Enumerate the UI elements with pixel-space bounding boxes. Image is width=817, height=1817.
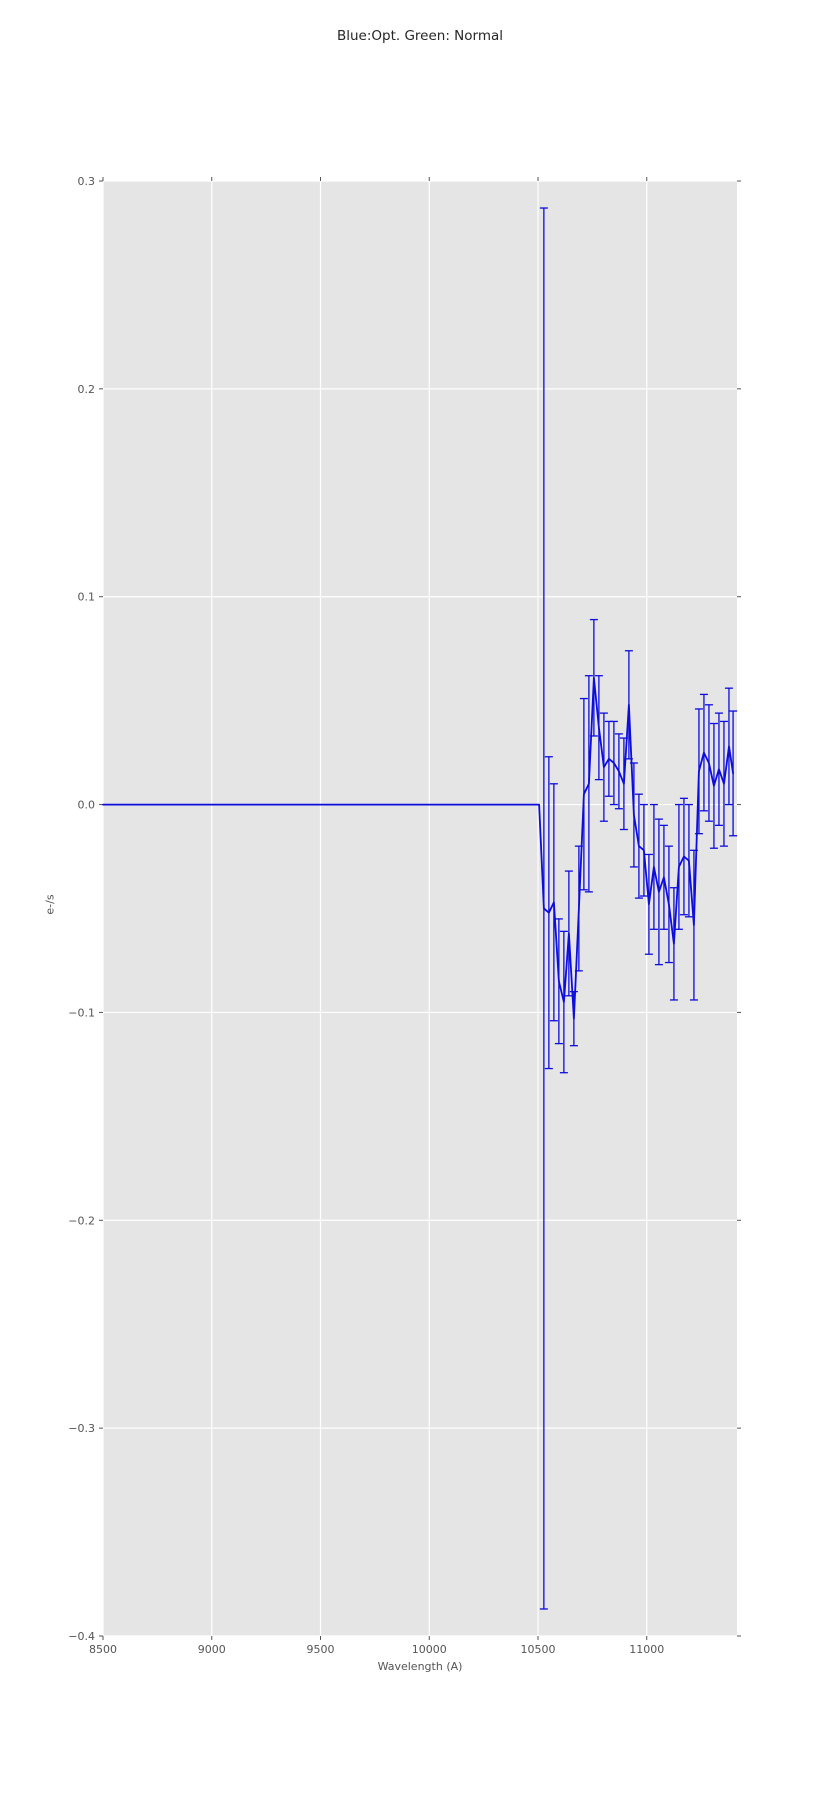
x-tick-label: 9500 bbox=[306, 1643, 334, 1656]
y-tick-label: −0.4 bbox=[68, 1630, 95, 1643]
y-tick-label: −0.1 bbox=[68, 1006, 95, 1019]
y-tick-label: 0.3 bbox=[78, 175, 96, 188]
x-tick-labels: 8500 9000 9500 10000 10500 11000 bbox=[89, 1643, 664, 1656]
y-tick-label: −0.2 bbox=[68, 1214, 95, 1227]
y-tick-label: 0.2 bbox=[78, 383, 96, 396]
x-tick-label: 8500 bbox=[89, 1643, 117, 1656]
x-tick-label: 11000 bbox=[629, 1643, 664, 1656]
data-line bbox=[102, 676, 734, 1020]
y-tick-label: −0.3 bbox=[68, 1422, 95, 1435]
y-tick-label: 0.1 bbox=[78, 591, 96, 604]
x-tick-label: 9000 bbox=[198, 1643, 226, 1656]
chart-title: Blue:Opt. Green: Normal bbox=[336, 28, 504, 44]
x-tick-label: 10500 bbox=[520, 1643, 555, 1656]
x-tick-label: 10000 bbox=[412, 1643, 447, 1656]
plot-background bbox=[103, 181, 737, 1636]
x-axis-label: Wavelength (A) bbox=[377, 1660, 463, 1673]
y-axis-label: e-/s bbox=[43, 894, 57, 915]
grid bbox=[102, 180, 737, 1637]
y-tick-label: 0.0 bbox=[78, 799, 96, 812]
tick-marks bbox=[99, 177, 741, 1640]
y-tick-labels: 0.3 0.2 0.1 0.0 −0.1 −0.2 −0.3 −0.4 bbox=[68, 175, 95, 1643]
